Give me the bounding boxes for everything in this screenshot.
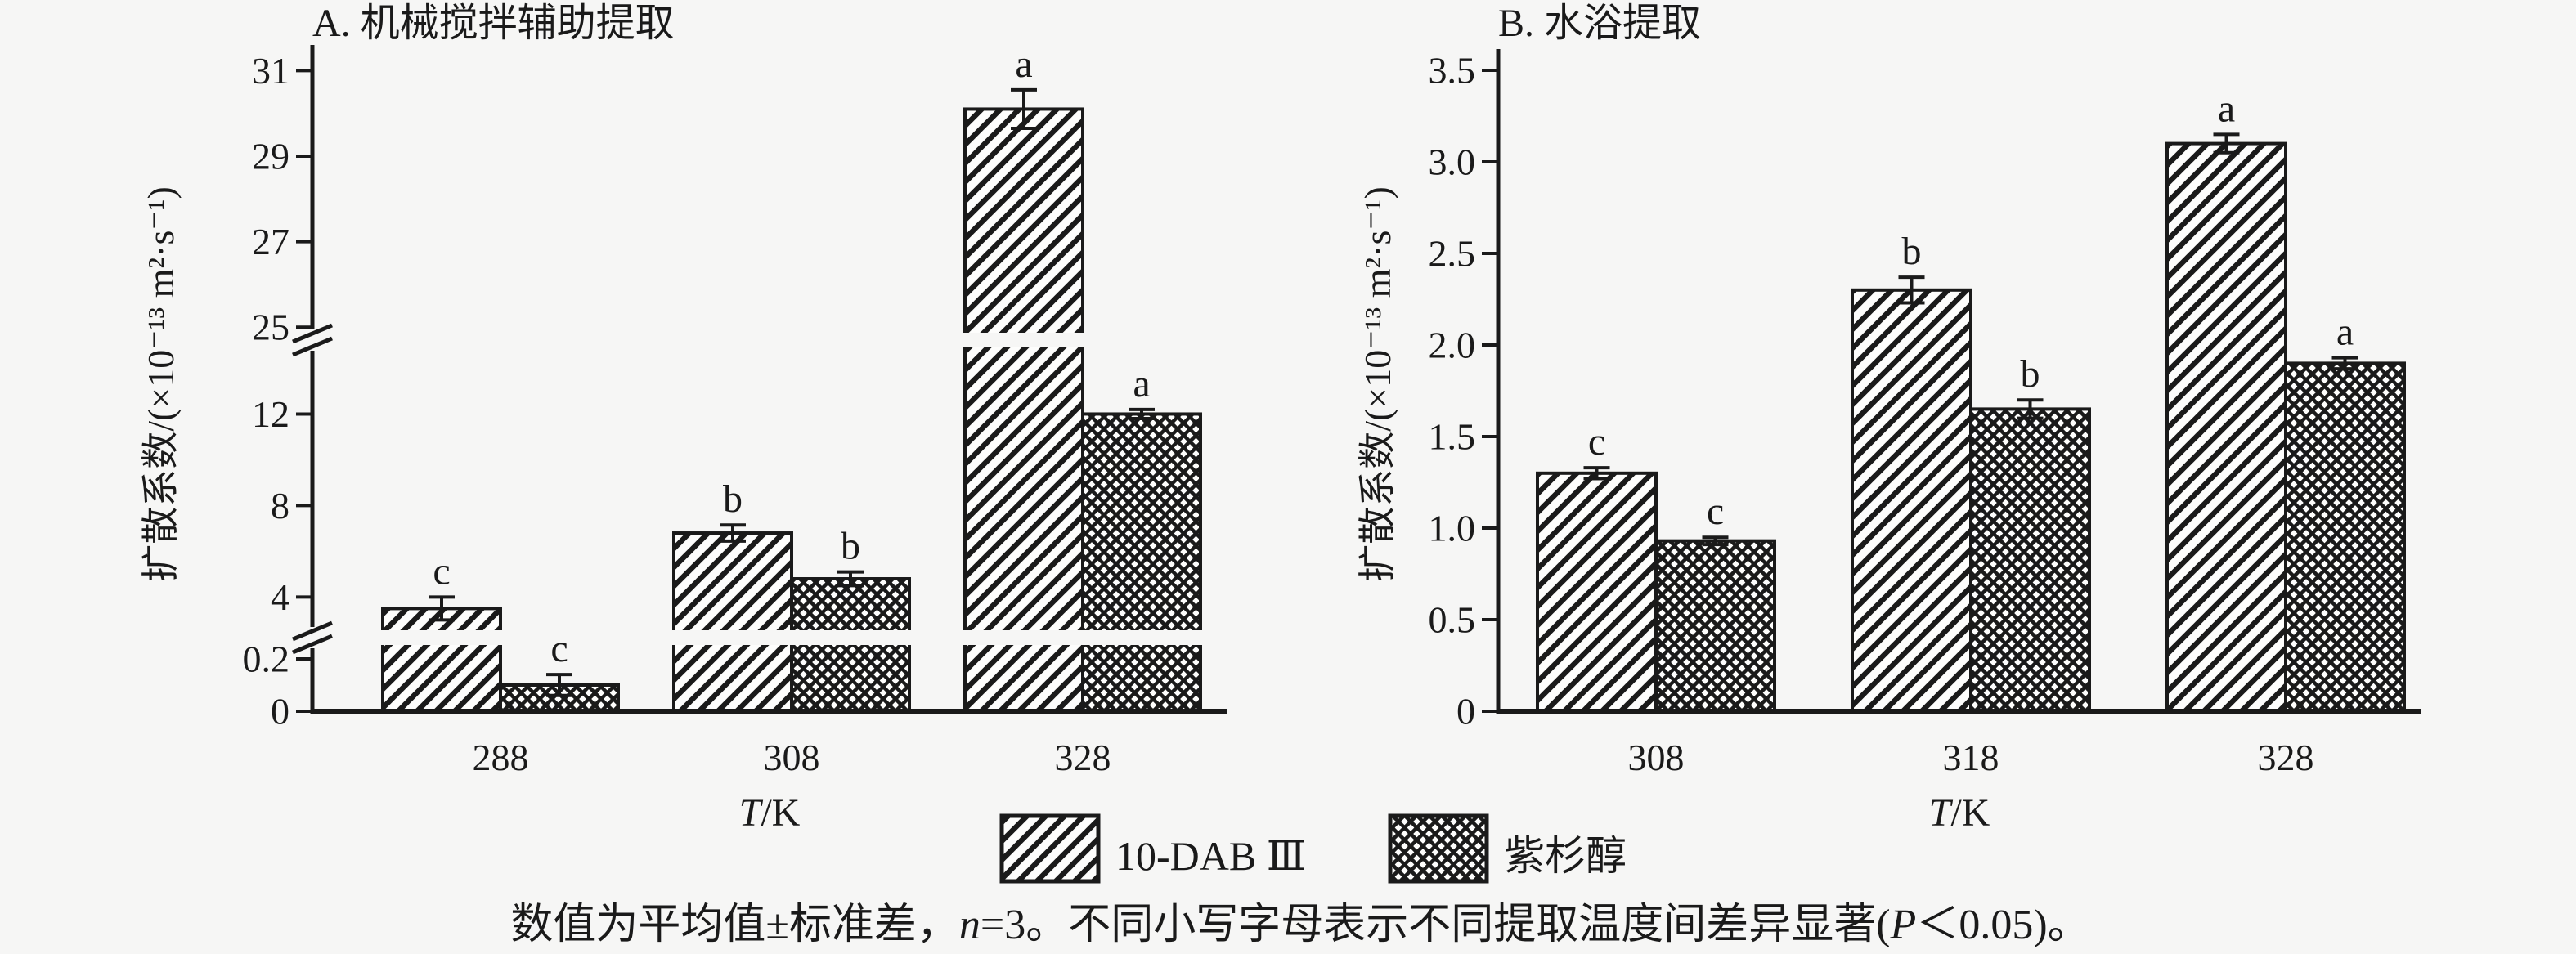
y-tick-label: 3.5: [1429, 50, 1476, 92]
panel-b-title: B. 水浴提取: [1498, 2, 1701, 45]
y-tick-label: 31: [252, 50, 289, 92]
bar-B-318-10-dab-iii: [1851, 288, 1972, 713]
y-tick-label: 29: [252, 135, 289, 177]
error-bar: [837, 570, 864, 588]
panel-b-x-axis-title: T/K: [1929, 791, 1990, 835]
x-category-label: 308: [764, 737, 820, 778]
panel-b-x-axis-title-unit: /K: [1950, 791, 1990, 835]
panel-a-x-axis-title: T/K: [739, 791, 801, 835]
x-category-label: 308: [1628, 737, 1685, 778]
error-bar: [1129, 407, 1155, 421]
bar-break-band: [321, 333, 1227, 347]
error-bar: [1011, 87, 1037, 130]
caption-part-p-italic: P: [1890, 902, 1917, 948]
panel-a-x-axis-title-unit: /K: [761, 791, 800, 835]
sig-letter: b: [1902, 230, 1922, 273]
panel-a-title: A. 机械搅拌辅助提取: [312, 2, 675, 45]
error-bar: [1898, 275, 1925, 305]
y-tick-label: 0.5: [1429, 599, 1476, 641]
bar-A-328-10-dab-iii: [963, 107, 1084, 714]
sig-letter: a: [2218, 87, 2235, 130]
panel-b-x-axis-title-symbol: T: [1929, 791, 1954, 835]
x-category-label: 328: [1055, 737, 1111, 778]
sig-letter: c: [1707, 490, 1724, 533]
panel-a-y-axis-label: 扩散系数/(×10⁻¹³ m²·s⁻¹): [140, 186, 182, 582]
axis-break-mark: [292, 634, 333, 655]
sig-letter: b: [2021, 352, 2040, 396]
error-bar: [2017, 398, 2044, 420]
y-tick-label: 1.0: [1429, 508, 1476, 549]
error-bar: [429, 595, 455, 622]
axis-break-mark: [292, 323, 333, 344]
error-bar: [1583, 466, 1610, 481]
x-category-label: 328: [2258, 737, 2314, 778]
error-bar: [1702, 535, 1729, 547]
bar-A-308-paclitaxel: [790, 577, 911, 714]
sig-letter: a: [1133, 362, 1150, 405]
legend-swatch-10-dab-iii: [999, 813, 1101, 884]
panel-a-x-axis-title-symbol: T: [739, 791, 764, 835]
error-bar: [546, 673, 572, 697]
sig-letter: c: [1588, 420, 1605, 464]
chart-legend: 10-DAB Ⅲ 紫杉醇: [999, 813, 1627, 884]
axis-break-mark: [292, 336, 333, 357]
axis-break-mark: [292, 620, 333, 642]
x-category-label: 318: [1943, 737, 1999, 778]
bar-B-308-paclitaxel: [1654, 539, 1776, 713]
bar-A-328-paclitaxel: [1081, 412, 1202, 713]
sig-letter: a: [2336, 311, 2354, 354]
y-tick-label: 2.5: [1429, 233, 1476, 275]
bar-B-308-10-dab-iii: [1536, 471, 1658, 713]
caption-part-n-italic: n: [959, 902, 981, 948]
sig-letter: c: [550, 627, 568, 670]
y-tick-label: 1.5: [1429, 416, 1476, 458]
y-tick-label: 4: [271, 576, 289, 618]
panel-a-plot: c c b b a a 0 0.2 4 8 12 25 27 29 31 288 308 328: [243, 43, 1227, 778]
sig-letter: a: [1015, 43, 1032, 86]
bar-break-band: [321, 630, 1227, 645]
y-tick-label: 0: [271, 691, 289, 732]
y-tick-label: 8: [271, 485, 289, 526]
legend-label-10-dab-iii: 10-DAB Ⅲ: [1115, 833, 1306, 879]
legend-swatch-paclitaxel: [1388, 813, 1489, 884]
bar-B-328-10-dab-iii: [2165, 141, 2287, 714]
sig-letter: b: [723, 477, 743, 521]
y-tick-label: 25: [252, 307, 289, 348]
bar-B-318-paclitaxel: [1969, 407, 2091, 713]
y-tick-label: 0: [1456, 691, 1475, 732]
y-tick-label: 3.0: [1429, 141, 1476, 183]
panel-b-plot: c c b b a a 0 0.5 1.0 1.5 2.0 2.5 3.0 3.5 308 318 328: [1429, 49, 2421, 778]
panel-b-y-axis-label: 扩散系数/(×10⁻¹³ m²·s⁻¹): [1357, 186, 1398, 582]
sig-letter: c: [433, 549, 450, 593]
caption-part: 数值为平均值±标准差，: [510, 902, 959, 948]
caption-part: ＜0.05)。: [1916, 902, 2089, 948]
bar-B-328-paclitaxel: [2284, 361, 2406, 713]
legend-label-paclitaxel: 紫杉醇: [1504, 833, 1627, 879]
bar-A-308-10-dab-iii: [672, 531, 793, 714]
figure-caption: 数值为平均值±标准差，n=3。不同小写字母表示不同提取温度间差异显著(P＜0.0…: [510, 902, 2089, 948]
error-bar: [2331, 356, 2358, 371]
panel-a: A. 机械搅拌辅助提取 扩散系数/(×10⁻¹³ m²·s⁻¹) T/K c c b…: [140, 2, 1227, 835]
y-tick-label: 27: [252, 221, 289, 262]
bar-A-288-10-dab-iii: [381, 607, 502, 713]
y-tick-label: 2.0: [1429, 325, 1476, 366]
error-bar: [2213, 132, 2240, 155]
y-tick-label: 0.2: [243, 638, 290, 679]
x-category-label: 288: [473, 737, 529, 778]
error-bar: [720, 523, 746, 543]
y-tick-label: 12: [252, 393, 289, 435]
caption-part: =3。不同小写字母表示不同提取温度间差异显著(: [981, 902, 1891, 948]
panel-b: B. 水浴提取 扩散系数/(×10⁻¹³ m²·s⁻¹) T/K c c b b a a 0…: [1357, 2, 2421, 835]
sig-letter: b: [841, 525, 860, 568]
